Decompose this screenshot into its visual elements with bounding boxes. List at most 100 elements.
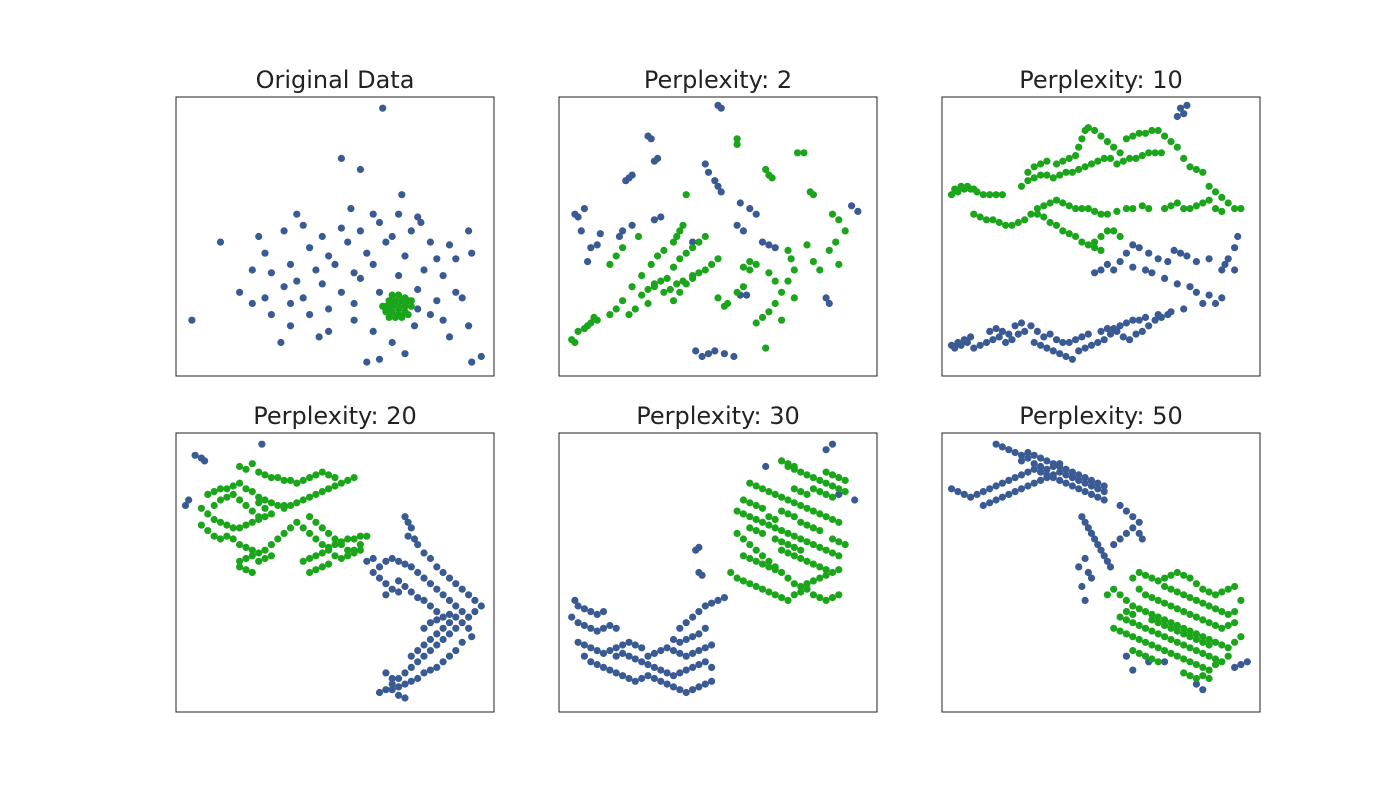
- green-point: [822, 571, 830, 579]
- blue-point: [477, 602, 485, 610]
- blue-point: [1094, 541, 1102, 549]
- green-point: [210, 488, 218, 496]
- blue-point: [465, 322, 473, 330]
- green-point: [1129, 633, 1137, 641]
- green-point: [784, 541, 792, 549]
- blue-point: [395, 683, 403, 691]
- blue-point: [426, 647, 434, 655]
- green-point: [1049, 174, 1057, 182]
- green-point: [1072, 205, 1080, 213]
- blue-point: [356, 227, 364, 235]
- blue-point: [407, 588, 415, 596]
- blue-point: [657, 647, 665, 655]
- green-point: [331, 541, 339, 549]
- blue-point: [822, 446, 830, 454]
- green-point: [1186, 658, 1194, 666]
- blue-point: [1062, 352, 1070, 361]
- green-point: [337, 479, 345, 487]
- green-point: [1097, 132, 1105, 140]
- green-point: [1192, 202, 1200, 210]
- green-point: [210, 515, 218, 524]
- green-point: [660, 246, 668, 254]
- blue-point: [452, 647, 460, 655]
- blue-point: [1192, 258, 1200, 266]
- blue-point: [695, 543, 703, 552]
- green-point: [1068, 168, 1076, 176]
- green-point: [344, 552, 352, 560]
- green-point: [1122, 205, 1130, 213]
- blue-point: [698, 352, 706, 361]
- blue-point: [1040, 333, 1048, 341]
- blue-point: [593, 661, 601, 669]
- blue-point: [1164, 258, 1172, 266]
- blue-point: [587, 658, 595, 666]
- blue-point: [689, 613, 697, 621]
- green-point: [1173, 621, 1181, 630]
- green-point: [816, 266, 824, 274]
- green-point: [986, 191, 994, 199]
- green-point: [248, 546, 256, 554]
- blue-point: [676, 649, 684, 658]
- blue-point: [286, 299, 295, 308]
- blue-point: [188, 316, 196, 324]
- blue-point: [439, 613, 447, 621]
- green-point: [1161, 574, 1169, 582]
- blue-point: [571, 210, 579, 218]
- green-point: [1116, 591, 1124, 599]
- green-point: [312, 552, 320, 560]
- green-point: [765, 521, 773, 529]
- green-point: [1199, 168, 1207, 176]
- blue-point: [1014, 330, 1022, 338]
- blue-point: [375, 574, 384, 582]
- blue-point: [746, 205, 754, 213]
- green-point: [752, 260, 760, 268]
- green-point: [216, 496, 225, 504]
- green-point: [1167, 138, 1175, 146]
- blue-point: [1011, 322, 1019, 330]
- green-point: [1024, 177, 1032, 185]
- green-point: [216, 485, 225, 493]
- green-point: [1173, 568, 1181, 577]
- blue-point: [947, 485, 956, 493]
- blue-point: [369, 210, 377, 218]
- blue-point: [1005, 476, 1013, 484]
- green-point: [1129, 647, 1137, 655]
- blue-point: [947, 341, 956, 349]
- green-point: [325, 471, 333, 479]
- blue-point: [1065, 338, 1073, 347]
- blue-point: [388, 338, 396, 347]
- green-point: [689, 244, 697, 252]
- green-point: [1141, 624, 1150, 632]
- blue-point: [1068, 468, 1076, 476]
- green-point: [752, 582, 760, 591]
- green-point: [1205, 182, 1213, 190]
- green-point: [1110, 227, 1118, 235]
- blue-point: [426, 311, 434, 319]
- blue-point: [356, 165, 364, 174]
- blue-point: [382, 557, 390, 565]
- green-point: [778, 568, 786, 577]
- blue-point: [382, 669, 390, 677]
- green-point: [312, 471, 320, 479]
- blue-point: [676, 638, 684, 646]
- green-point: [828, 568, 837, 577]
- green-point: [1180, 205, 1188, 213]
- green-point: [771, 277, 779, 285]
- blue-point: [596, 230, 604, 238]
- green-point: [293, 479, 301, 487]
- blue-point: [445, 610, 454, 619]
- green-point: [758, 485, 767, 493]
- green-point: [816, 510, 824, 518]
- green-point: [1161, 205, 1169, 213]
- green-point: [1192, 635, 1200, 644]
- green-point: [197, 521, 205, 529]
- green-point: [797, 582, 805, 591]
- blue-point: [356, 274, 364, 282]
- green-point: [682, 280, 690, 288]
- blue-point: [973, 490, 981, 498]
- blue-point: [382, 591, 390, 599]
- green-point: [822, 468, 830, 476]
- green-point: [242, 554, 250, 563]
- blue-point: [433, 255, 441, 263]
- green-point: [344, 476, 352, 484]
